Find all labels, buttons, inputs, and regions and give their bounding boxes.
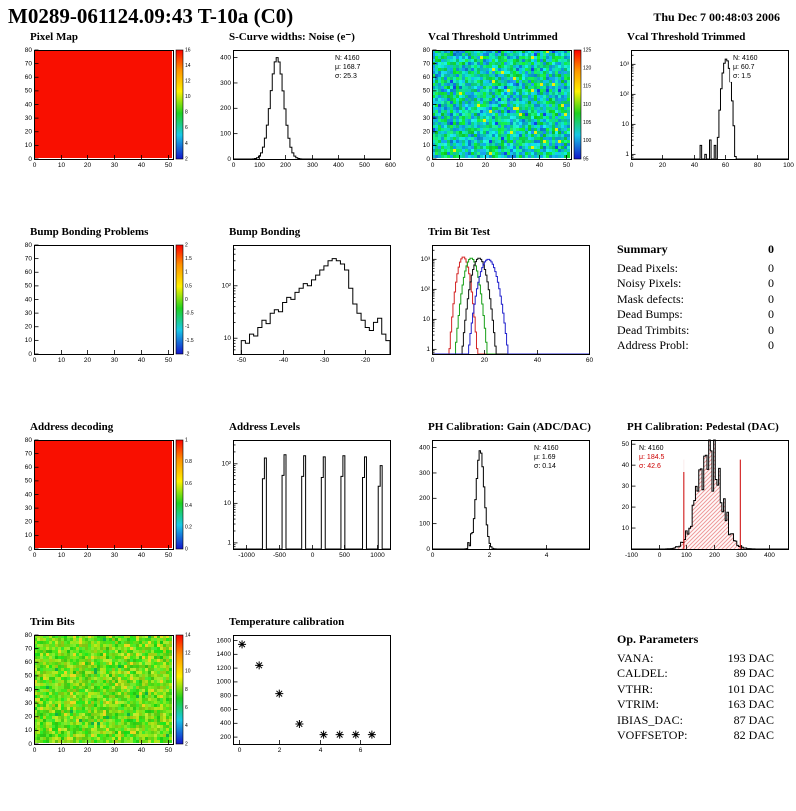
summary-row-value: 0: [768, 338, 774, 352]
temperature-calibration-canvas: [207, 629, 399, 759]
plots-grid: Pixel Map S-Curve widths: Noise (e⁻) Vca…: [0, 29, 796, 811]
plot-title: Bump Bonding: [229, 226, 301, 238]
op-parameters-panel: Op. Parameters VANA: 193 DAC CALDEL: 89 …: [603, 616, 796, 811]
plot-bump-bonding: Bump Bonding: [205, 226, 404, 421]
address-levels-canvas: [207, 434, 399, 564]
address-decoding-canvas: [8, 434, 200, 564]
plot-title: Trim Bit Test: [428, 226, 491, 238]
trim-bits-canvas: [8, 629, 200, 759]
summary-row: Dead Pixels: 0: [617, 261, 774, 277]
summary-row: Dead Trimbits: 0: [617, 323, 774, 339]
vcal-untrimmed-canvas: [406, 44, 598, 174]
plot-vcal-trimmed: Vcal Threshold Trimmed: [603, 31, 796, 226]
op-parameter-value: 101 DAC: [727, 681, 774, 696]
plot-bump-bonding-problems: Bump Bonding Problems: [6, 226, 205, 421]
plot-ph-gain: PH Calibration: Gain (ADC/DAC): [404, 421, 603, 616]
op-parameter-value: 87 DAC: [733, 712, 774, 727]
bump-bonding-canvas: [207, 239, 399, 369]
plot-title: Address Levels: [229, 421, 300, 433]
plot-title: Temperature calibration: [229, 616, 345, 628]
op-parameter-label: VTHR:: [617, 681, 653, 696]
op-parameter-label: IBIAS_DAC:: [617, 712, 684, 727]
plot-trim-bits: Trim Bits: [6, 616, 205, 811]
summary-total: 0: [768, 242, 774, 256]
summary-row: Dead Bumps: 0: [617, 307, 774, 323]
timestamp: Thu Dec 7 00:48:03 2006: [653, 10, 780, 24]
plot-address-decoding: Address decoding: [6, 421, 205, 616]
summary-row-value: 0: [768, 276, 774, 290]
op-parameter-row: CALDEL: 89 DAC: [617, 666, 774, 682]
op-parameter-label: VTRIM:: [617, 697, 659, 711]
plot-title: Vcal Threshold Trimmed: [627, 31, 746, 43]
summary-row: Noisy Pixels: 0: [617, 276, 774, 292]
plot-ph-pedestal: PH Calibration: Pedestal (DAC): [603, 421, 796, 616]
plot-title: Trim Bits: [30, 616, 75, 628]
summary-row: Mask defects: 0: [617, 292, 774, 308]
summary-title: Summary: [617, 242, 668, 256]
op-parameter-value: 193 DAC: [727, 650, 774, 665]
summary-header: Summary 0: [617, 242, 774, 258]
plot-title: Vcal Threshold Untrimmed: [428, 31, 558, 43]
summary-row-value: 0: [768, 307, 774, 321]
vcal-trimmed-canvas: [605, 44, 796, 174]
plot-vcal-untrimmed: Vcal Threshold Untrimmed: [404, 31, 603, 226]
op-parameters-title: Op. Parameters: [617, 632, 699, 646]
ph-gain-canvas: [406, 434, 598, 564]
summary-row-label: Dead Pixels:: [617, 260, 678, 275]
plot-title: Bump Bonding Problems: [30, 226, 149, 238]
op-parameter-row: VTHR: 101 DAC: [617, 682, 774, 698]
summary-row-value: 0: [768, 260, 774, 275]
op-parameter-label: VOFFSETOP:: [617, 728, 688, 742]
op-parameter-row: VOFFSETOP: 82 DAC: [617, 728, 774, 744]
summary-row-label: Dead Bumps:: [617, 307, 683, 321]
op-parameter-row: IBIAS_DAC: 87 DAC: [617, 713, 774, 729]
plot-title: PH Calibration: Gain (ADC/DAC): [428, 421, 591, 433]
page-title: M0289-061124.09:43 T-10a (C0): [8, 4, 294, 28]
op-parameter-row: VANA: 193 DAC: [617, 651, 774, 667]
plot-title: Pixel Map: [30, 31, 78, 43]
summary-row-value: 0: [768, 291, 774, 306]
pixel-map-canvas: [8, 44, 200, 174]
summary-row-label: Address Probl:: [617, 338, 689, 352]
plot-trim-bit-test: Trim Bit Test: [404, 226, 603, 421]
plot-title: Address decoding: [30, 421, 114, 433]
summary-row-value: 0: [768, 322, 774, 337]
plot-scurve-noise: S-Curve widths: Noise (e⁻): [205, 31, 404, 226]
summary-row: Address Probl: 0: [617, 338, 774, 354]
plot-temperature-calibration: Temperature calibration: [205, 616, 404, 811]
op-parameters-header: Op. Parameters: [617, 632, 774, 648]
summary-row-label: Mask defects:: [617, 291, 684, 306]
scurve-noise-canvas: [207, 44, 399, 174]
report-header: M0289-061124.09:43 T-10a (C0) Thu Dec 7 …: [0, 0, 796, 29]
plot-title: PH Calibration: Pedestal (DAC): [627, 421, 779, 433]
summary-row-label: Noisy Pixels:: [617, 276, 682, 290]
bump-bonding-problems-canvas: [8, 239, 200, 369]
op-parameter-label: CALDEL:: [617, 666, 668, 680]
plot-address-levels: Address Levels: [205, 421, 404, 616]
op-parameter-row: VTRIM: 163 DAC: [617, 697, 774, 713]
plot-title: S-Curve widths: Noise (e⁻): [229, 31, 355, 43]
op-parameter-value: 163 DAC: [727, 697, 774, 711]
op-parameter-label: VANA:: [617, 650, 654, 665]
op-parameter-value: 89 DAC: [733, 666, 774, 680]
plot-pixel-map: Pixel Map: [6, 31, 205, 226]
empty-cell: [404, 616, 603, 811]
summary-row-label: Dead Trimbits:: [617, 322, 690, 337]
trim-bit-test-canvas: [406, 239, 598, 369]
ph-pedestal-canvas: [605, 434, 796, 564]
op-parameter-value: 82 DAC: [733, 728, 774, 742]
summary-panel: Summary 0 Dead Pixels: 0 Noisy Pixels: 0…: [603, 226, 796, 421]
